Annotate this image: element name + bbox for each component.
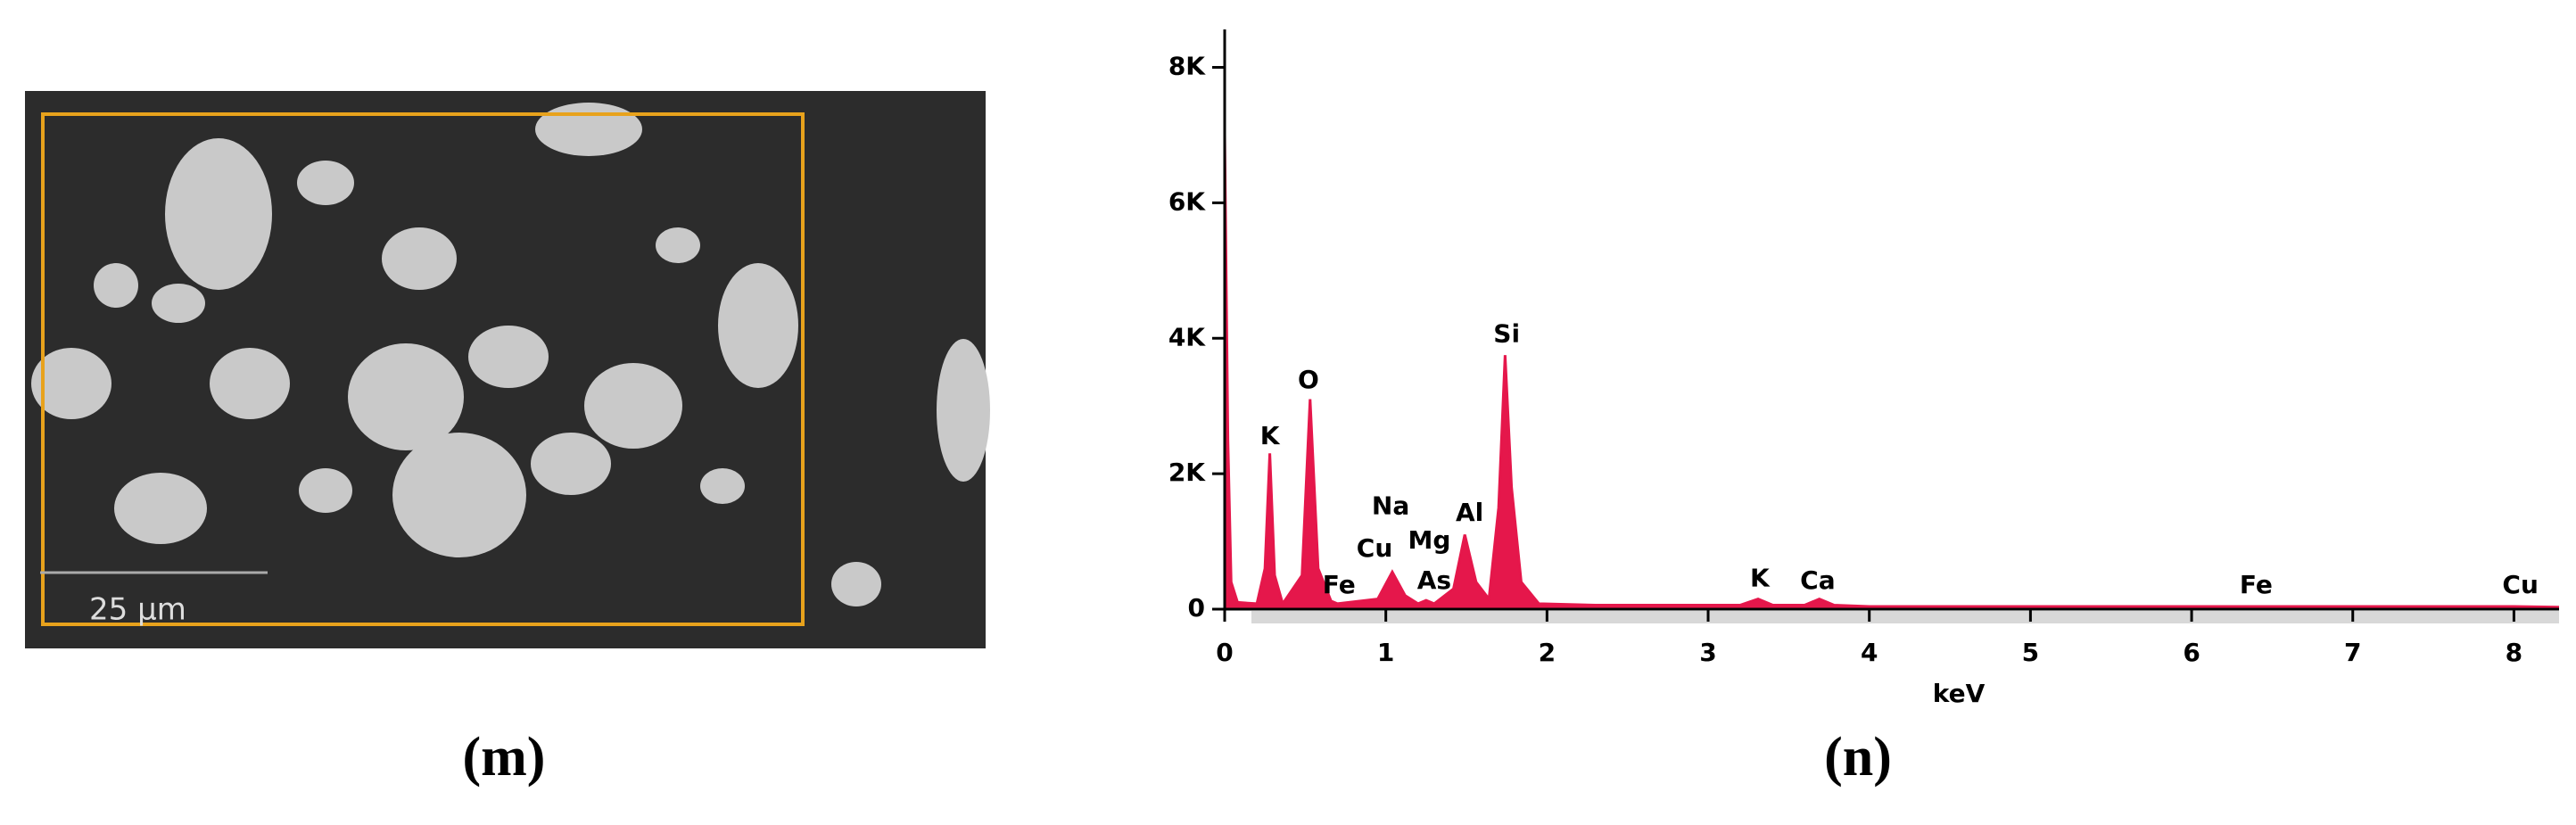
y-tick-label: 0 — [1188, 593, 1205, 623]
x-tick-label: 2 — [1539, 638, 1556, 667]
peak-label: Fe — [1323, 570, 1356, 599]
peak-label: Fe — [2240, 570, 2273, 599]
x-tick-label: 5 — [2022, 638, 2039, 667]
y-tick-label: 8K — [1168, 52, 1206, 81]
peak-label: As — [1417, 565, 1451, 595]
peak-label: K — [1260, 421, 1281, 450]
x-tick-label: 1 — [1377, 638, 1394, 667]
selection-box — [41, 112, 805, 626]
x-tick-label: 7 — [2344, 638, 2361, 667]
y-tick-label: 6K — [1168, 186, 1206, 216]
peak-label: Al — [1456, 498, 1483, 527]
x-tick-label: 3 — [1699, 638, 1716, 667]
peak-label: Cu — [1357, 533, 1392, 563]
peak-label: Cu — [2502, 570, 2538, 599]
y-tick-label: 2K — [1168, 458, 1206, 487]
x-tick-label: 8 — [2506, 638, 2522, 667]
peak-label: Mg — [1408, 525, 1451, 555]
scale-bar-label: 25 µm — [89, 592, 186, 628]
particles — [31, 103, 990, 606]
caption: (n) — [1824, 727, 1892, 788]
peak-label: Ca — [1800, 565, 1835, 595]
caption: (m) — [463, 727, 546, 788]
peak-label: Si — [1493, 318, 1520, 348]
y-tick-label: 4K — [1168, 322, 1206, 351]
sem-image: 25 µm — [25, 91, 990, 648]
x-tick-label: 6 — [2183, 638, 2200, 667]
spectrum-line — [1223, 135, 2560, 609]
peak-label: K — [1750, 564, 1771, 593]
x-tick-label: 4 — [1861, 638, 1878, 667]
axis-shadow — [1251, 611, 2559, 623]
peak-label: O — [1298, 365, 1319, 394]
peak-label: Na — [1372, 491, 1409, 520]
x-tick-label: 0 — [1216, 638, 1233, 667]
x-axis-label: keV — [1933, 679, 1986, 708]
